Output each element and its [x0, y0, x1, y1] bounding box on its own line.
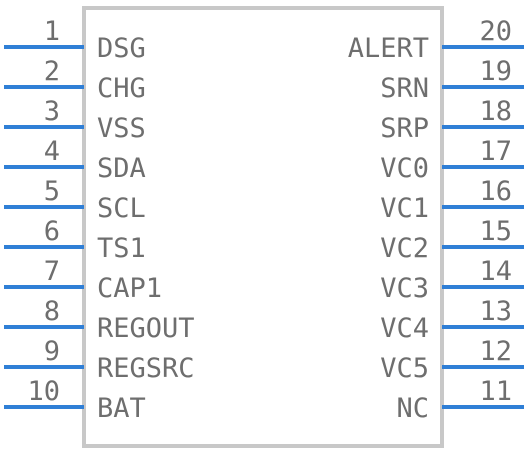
pin-3-name: VSS	[97, 113, 146, 144]
pin-4-number: 4	[44, 136, 60, 167]
pin-15-number: 15	[479, 216, 512, 247]
pin-12-number: 12	[479, 336, 512, 367]
pin-19-name: SRN	[380, 73, 429, 104]
pin-18-name: SRP	[380, 113, 429, 144]
pin-4-name: SDA	[97, 153, 146, 184]
pin-1-number: 1	[44, 16, 60, 47]
pin-2-number: 2	[44, 56, 60, 87]
pin-7-number: 7	[44, 256, 60, 287]
pin-3-number: 3	[44, 96, 60, 127]
pin-20-number: 20	[479, 16, 512, 47]
pin-8-number: 8	[44, 296, 60, 327]
pin-12-name: VC5	[380, 353, 429, 384]
pin-14-name: VC3	[380, 273, 429, 304]
pin-19-number: 19	[479, 56, 512, 87]
pin-6-number: 6	[44, 216, 60, 247]
pin-1-name: DSG	[97, 33, 146, 64]
pin-11-name: NC	[396, 393, 429, 424]
pin-17-name: VC0	[380, 153, 429, 184]
pin-17-number: 17	[479, 136, 512, 167]
ic-body	[82, 6, 444, 448]
pin-16-number: 16	[479, 176, 512, 207]
pin-15-name: VC2	[380, 233, 429, 264]
pin-13-name: VC4	[380, 313, 429, 344]
pin-20-name: ALERT	[348, 33, 429, 64]
pin-9-number: 9	[44, 336, 60, 367]
pin-5-name: SCL	[97, 193, 146, 224]
pin-11-number: 11	[479, 376, 512, 407]
pin-16-name: VC1	[380, 193, 429, 224]
pin-7-name: CAP1	[97, 273, 162, 304]
pin-14-number: 14	[479, 256, 512, 287]
pin-18-number: 18	[479, 96, 512, 127]
pin-9-name: REGSRC	[97, 353, 195, 384]
pin-10-name: BAT	[97, 393, 146, 424]
pin-2-name: CHG	[97, 73, 146, 104]
pin-group: 1 DSG 2 CHG 3 VSS 4 SDA 5 SCL 6 TS1 7 CAP1 8 REGOUT 9 REG…	[4, 16, 524, 424]
pin-10-number: 10	[27, 376, 60, 407]
pin-8-name: REGOUT	[97, 313, 195, 344]
pin-13-number: 13	[479, 296, 512, 327]
pin-6-name: TS1	[97, 233, 146, 264]
pin-5-number: 5	[44, 176, 60, 207]
